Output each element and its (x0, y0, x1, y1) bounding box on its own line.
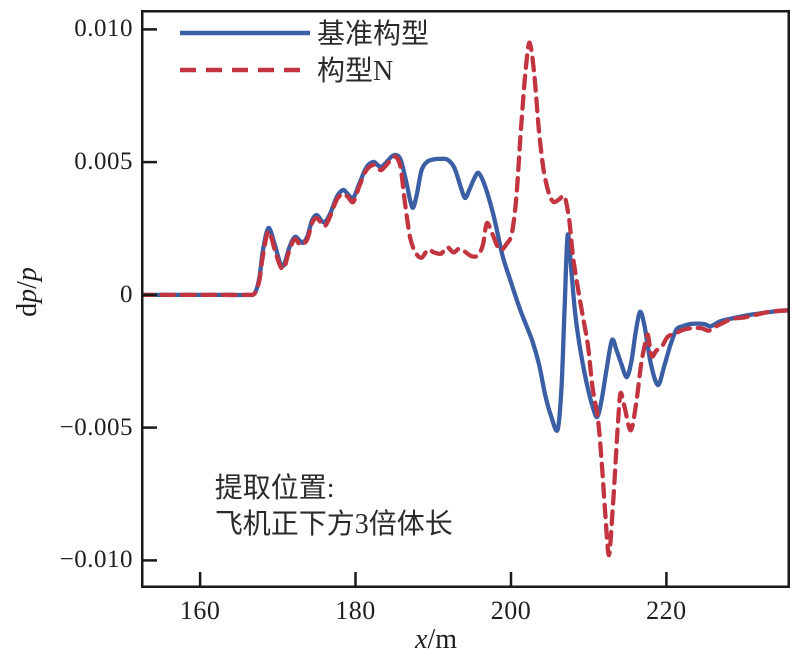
annotation-line-2: 飞机正下方3倍体长 (215, 508, 453, 540)
plot-frame (141, 10, 790, 588)
legend-label-config-n: 构型N (317, 55, 393, 87)
series-line-baseline (141, 152, 790, 433)
x-axis-title: x/m (415, 624, 457, 655)
y-tick-label: 0.005 (74, 148, 133, 176)
x-tick-label: 180 (335, 596, 376, 625)
y-tick-label: −0.010 (59, 546, 133, 574)
y-tick-label: −0.005 (59, 413, 133, 441)
plot-area: 基准构型构型N 提取位置: 飞机正下方3倍体长 (141, 10, 790, 588)
legend-label-baseline: 基准构型 (317, 18, 429, 50)
annotation-line-1: 提取位置: (215, 472, 335, 504)
x-tick-label: 200 (490, 596, 532, 625)
series-line-config-n (141, 40, 790, 558)
x-tick-label: 220 (646, 596, 687, 625)
y-tick-label: 0 (120, 280, 133, 308)
x-tick-label: 160 (179, 596, 221, 625)
y-tick-label: 0.010 (74, 15, 133, 43)
